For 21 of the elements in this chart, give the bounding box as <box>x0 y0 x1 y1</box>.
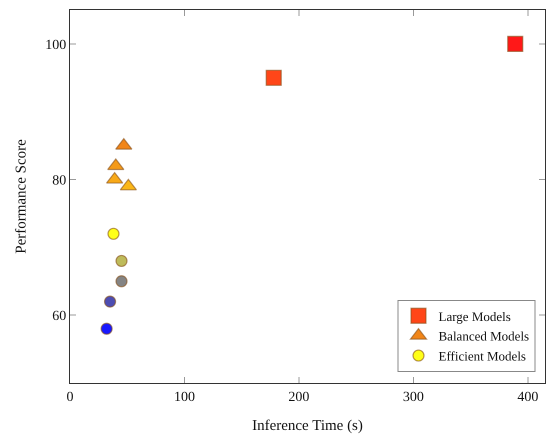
point <box>107 228 120 240</box>
point <box>266 70 282 86</box>
y-axis-title: Performance Score <box>13 138 30 254</box>
y-tick-label: 100 <box>45 38 66 53</box>
legend-label: Balanced Models <box>438 328 530 344</box>
x-tick-label: 0 <box>66 390 74 405</box>
y-tick-label: 80 <box>52 173 66 188</box>
y-tick-label: 60 <box>52 309 66 324</box>
point <box>100 322 113 335</box>
point <box>107 158 124 170</box>
x-tick-label: 100 <box>174 390 195 405</box>
point <box>507 36 524 52</box>
x-tick-label: 200 <box>288 390 310 405</box>
point <box>115 254 128 268</box>
point <box>104 296 116 308</box>
x-tick-label: 400 <box>517 390 538 405</box>
x-axis-title: Inference Time (s) <box>252 418 363 434</box>
legend-label: Large Models <box>438 308 511 324</box>
point <box>115 275 128 288</box>
x-tick-label: 300 <box>402 390 424 405</box>
legend-label: Efficient Models <box>438 348 526 364</box>
